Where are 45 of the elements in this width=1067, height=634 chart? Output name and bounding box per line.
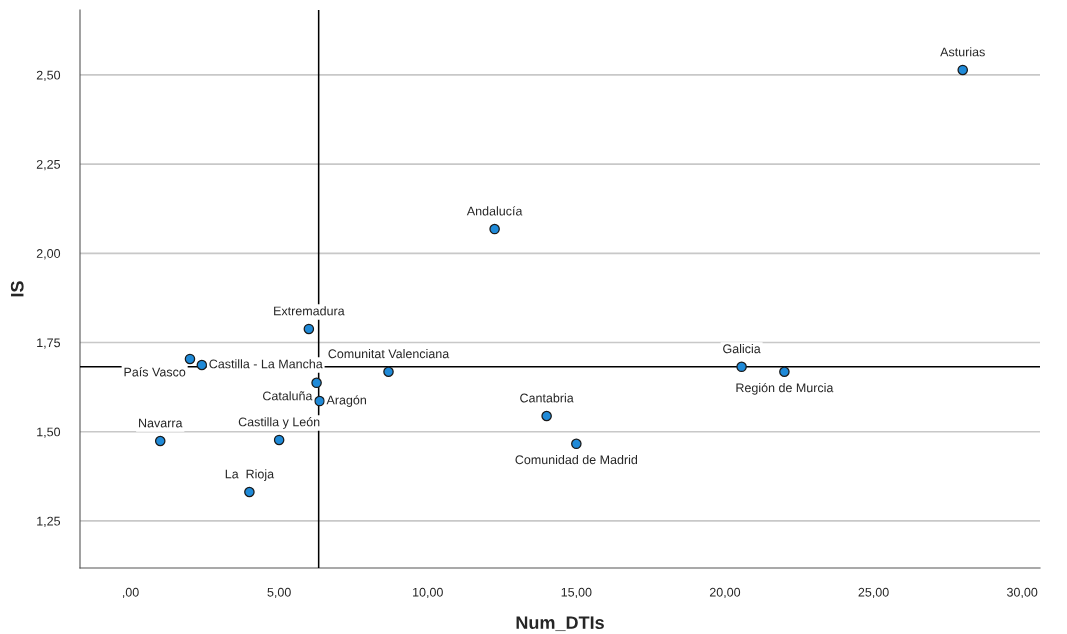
x-axis-title: Num_DTIs [516,616,604,632]
point [957,64,969,76]
annotation: La Rioja [225,469,275,481]
annotation: Navarra [139,418,183,428]
point [154,435,166,447]
x-tick-label: 30,00 [1007,587,1038,599]
point [311,377,322,389]
point [303,323,315,335]
y-tick-label: 2,25 [36,159,61,171]
x-tick-label: 15,00 [561,587,592,599]
annotation: Cataluña [263,391,313,401]
x-tick-label: 25,00 [858,587,889,599]
point [571,438,582,450]
x-tick-label: 5,00 [267,587,291,599]
annotation: Asturias [940,47,985,57]
annotation: Galicia [723,344,761,354]
point [314,395,325,407]
annotation: País Vasco [124,367,186,377]
y-tick-label: 1,50 [37,427,61,438]
annotation: Cantabria [520,393,574,403]
point [383,366,394,378]
y-axis-title: IS [10,281,24,297]
x-tick-label: 10,00 [413,587,443,599]
x-tick-label: ,00 [122,587,139,599]
point [736,361,747,373]
y-tick-label: 1,25 [37,516,61,528]
point [541,410,552,422]
x-tick-label: 20,00 [709,587,741,599]
y-tick-label: 2,00 [36,249,61,260]
annotation: Castilla - La Mancha [209,359,323,369]
point [779,366,790,378]
annotation: Región de Murcia [736,382,834,395]
annotation: Comunidad de Madrid [515,454,638,465]
annotation: Castilla y León [238,417,320,429]
annotation: Aragón [326,395,366,407]
annotation: Extremadura [274,306,345,316]
point [489,223,500,235]
annotation: Andalucía [466,206,523,216]
point [273,434,285,446]
point [184,353,196,365]
point [196,359,208,371]
point [244,486,255,498]
y-tick-label: 2,50 [36,70,61,82]
y-tick-label: 1,75 [37,338,61,349]
annotation: Comunitat Valenciana [328,349,450,359]
